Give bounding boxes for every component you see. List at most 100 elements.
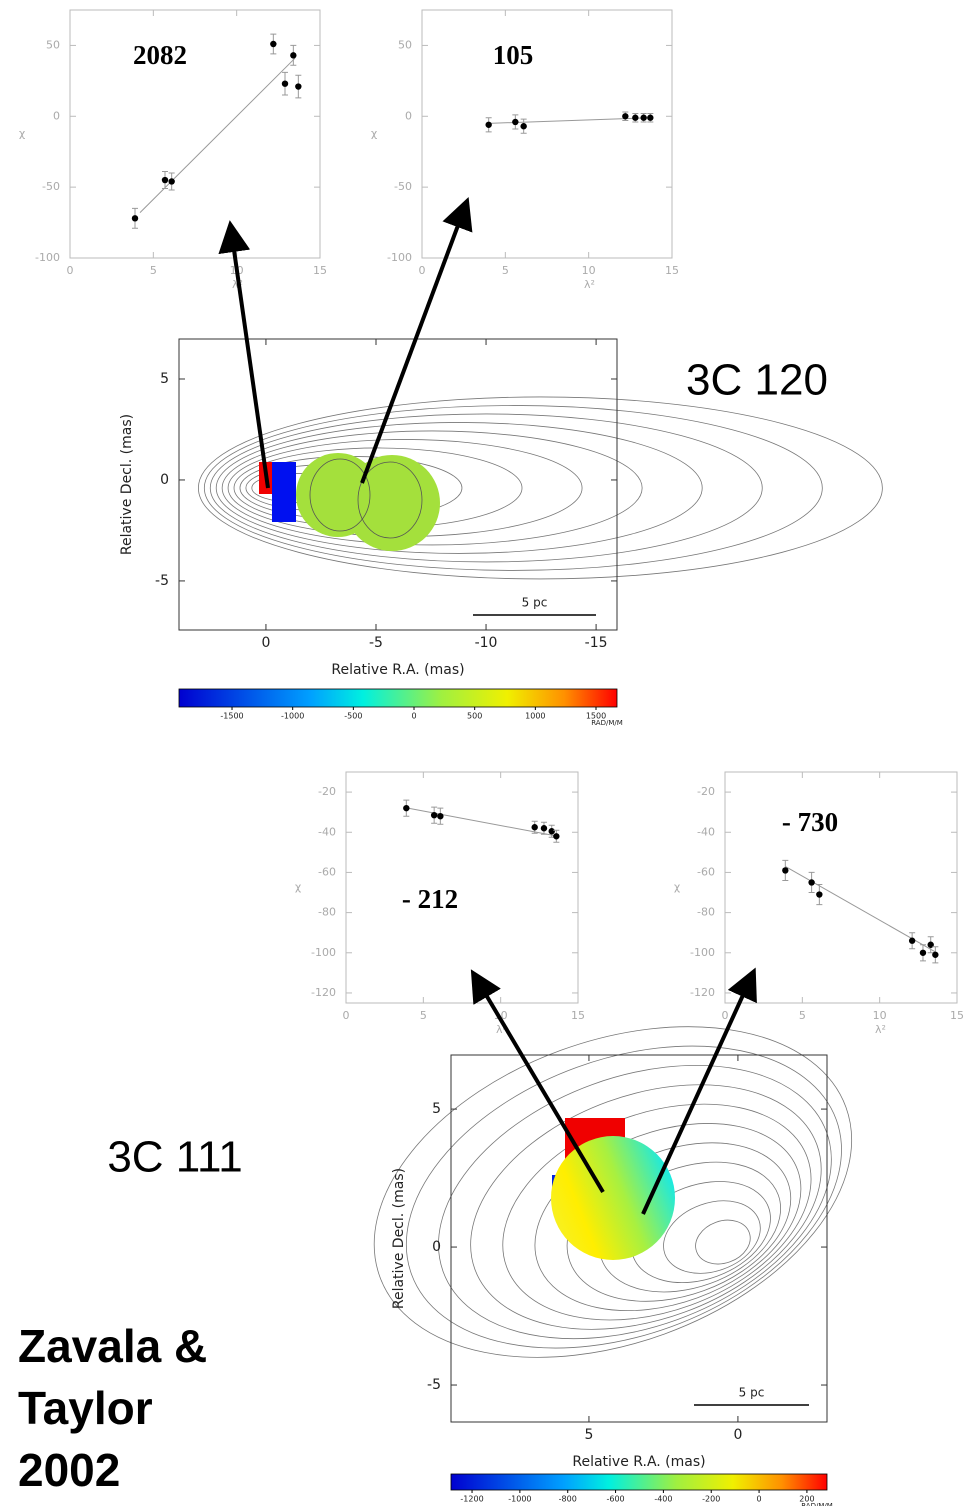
fit-line: [140, 58, 295, 212]
data-point: [520, 123, 526, 129]
x-tick-label: 15: [571, 1009, 585, 1022]
data-point: [270, 41, 276, 47]
rm-annotation: - 212: [402, 884, 458, 914]
source-name: 3C 111: [107, 1133, 242, 1182]
x-tick-label: 5: [502, 264, 509, 277]
y-tick-label: -20: [318, 785, 336, 798]
x-tick-label: 10: [582, 264, 596, 277]
data-point: [512, 119, 518, 125]
x-axis-label: Relative R.A. (mas): [331, 662, 464, 678]
colorbar-tick-label: -500: [344, 712, 362, 721]
credit-line: Taylor: [18, 1382, 153, 1434]
data-point: [162, 177, 168, 183]
map-image: [328, 965, 897, 1418]
colorbar-tick-label: -1000: [281, 712, 304, 721]
y-tick-label: 0: [160, 472, 169, 488]
data-point: [553, 833, 559, 839]
x-tick-label: 5: [584, 1427, 593, 1443]
colorbar-tick-label: 0: [411, 712, 416, 721]
x-axis-label: Relative R.A. (mas): [572, 1454, 705, 1470]
y-tick-label: -50: [394, 180, 412, 193]
data-point: [132, 215, 138, 221]
colorbar-tick-label: 0: [757, 1495, 762, 1504]
x-tick-label: 0: [67, 264, 74, 277]
source-name: 3C 120: [686, 356, 828, 405]
scale-label: 5 pc: [522, 596, 548, 610]
y-tick-label: -5: [427, 1377, 441, 1393]
colorbar-tick-label: 1000: [525, 712, 545, 721]
data-point: [541, 825, 547, 831]
x-tick-label: 0: [343, 1009, 350, 1022]
x-tick-label: 0: [733, 1427, 742, 1443]
data-point: [622, 113, 628, 119]
y-tick-label: -80: [697, 906, 715, 919]
arrows: [232, 212, 749, 1214]
colorbar: [179, 689, 617, 707]
contour: [689, 1213, 756, 1272]
rm-annotation: 105: [493, 40, 534, 70]
data-point: [640, 115, 646, 121]
data-point: [437, 813, 443, 819]
y-tick-label: -100: [35, 251, 60, 264]
colorbar-tick-label: -1200: [460, 1495, 483, 1504]
plot-frame: [725, 772, 957, 1003]
data-point: [282, 80, 288, 86]
colorbar-tick-label: -400: [654, 1495, 672, 1504]
x-tick-label: 15: [313, 264, 327, 277]
map-image: [198, 397, 882, 579]
x-tick-label: 5: [420, 1009, 427, 1022]
data-point: [295, 83, 301, 89]
colorbar: [451, 1474, 827, 1490]
arrow: [232, 236, 268, 488]
y-tick-label: -40: [318, 825, 336, 838]
x-axis-label: λ²: [584, 278, 595, 291]
data-point: [782, 867, 788, 873]
y-tick-label: 0: [432, 1239, 441, 1255]
y-tick-label: 5: [160, 371, 169, 387]
fit-line: [408, 808, 558, 836]
y-tick-label: 0: [405, 109, 412, 122]
rm-patch: [272, 462, 296, 522]
x-tick-label: -10: [475, 635, 498, 651]
x-tick-label: 5: [150, 264, 157, 277]
x-tick-label: -5: [369, 635, 383, 651]
x-tick-label: 0: [419, 264, 426, 277]
colorbar-tick-label: -200: [702, 1495, 720, 1504]
data-point: [531, 824, 537, 830]
y-tick-label: 50: [398, 38, 412, 51]
y-axis-label: χ: [19, 127, 26, 140]
data-point: [632, 115, 638, 121]
x-tick-label: 5: [799, 1009, 806, 1022]
colorbar-tick-label: 500: [467, 712, 482, 721]
y-axis-label: χ: [295, 881, 302, 894]
y-tick-label: -100: [311, 946, 336, 959]
y-tick-label: -5: [155, 573, 169, 589]
y-tick-label: -60: [318, 865, 336, 878]
scale-label: 5 pc: [739, 1386, 765, 1400]
y-tick-label: -120: [690, 986, 715, 999]
credit-line: Zavala &: [18, 1320, 207, 1372]
x-tick-label: 15: [665, 264, 679, 277]
y-tick-label: -80: [318, 906, 336, 919]
data-point: [549, 828, 555, 834]
plot-frame: [70, 10, 320, 258]
data-point: [485, 122, 491, 128]
y-tick-label: -100: [690, 946, 715, 959]
rm-patch: [551, 1136, 675, 1260]
x-tick-label: 0: [722, 1009, 729, 1022]
data-point: [816, 891, 822, 897]
colorbar-tick-label: -1500: [220, 712, 243, 721]
colorbar-unit: RAD/M/M: [591, 719, 623, 727]
data-point: [403, 805, 409, 811]
data-point: [932, 952, 938, 958]
x-tick-label: 0: [261, 635, 270, 651]
y-tick-label: 5: [432, 1101, 441, 1117]
colorbar-tick-label: -800: [559, 1495, 577, 1504]
data-point: [909, 938, 915, 944]
x-axis-label: λ²: [875, 1023, 886, 1036]
y-tick-label: 50: [46, 38, 60, 51]
figure: -100-50050051015λ²χ2082-100-50050051015λ…: [0, 0, 979, 1506]
y-tick-label: 0: [53, 109, 60, 122]
data-point: [920, 950, 926, 956]
